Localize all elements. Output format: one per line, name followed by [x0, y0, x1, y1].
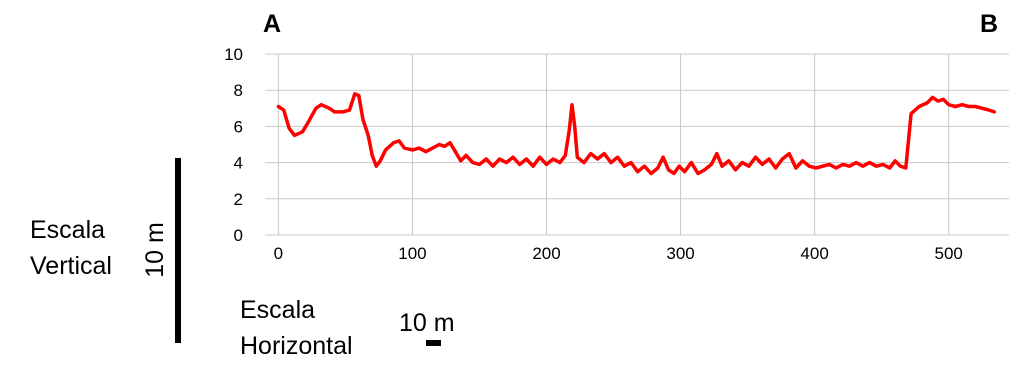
elevation-series-line — [276, 92, 997, 176]
corner-label-a: A — [263, 10, 281, 38]
x-tick-label: 400 — [800, 244, 828, 263]
horizontal-scale-label-line2: Horizontal — [240, 332, 353, 360]
vertical-scale-bar-length: 10 m — [141, 222, 169, 278]
horizontal-scale-bar-length: 10 m — [399, 309, 455, 337]
x-tick-label: 300 — [666, 244, 694, 263]
vertical-scale-label-line1: Escala — [30, 216, 105, 244]
vertical-scale-label-line2: Vertical — [30, 252, 112, 280]
y-tick-label: 2 — [234, 190, 243, 209]
corner-label-b: B — [980, 10, 998, 38]
x-tick-label: 0 — [274, 244, 283, 263]
x-tick-label: 500 — [934, 244, 962, 263]
horizontal-gridlines — [265, 53, 1009, 236]
y-tick-label: 0 — [234, 226, 243, 245]
y-tick-label: 6 — [234, 117, 243, 136]
plot-area — [265, 53, 1009, 236]
plot-background — [265, 54, 1009, 235]
y-tick-label: 8 — [234, 81, 243, 100]
y-tick-label: 10 — [224, 45, 243, 64]
horizontal-scale-label-line1: Escala — [240, 296, 315, 324]
y-tick-label: 4 — [234, 154, 243, 173]
x-tick-label: 200 — [532, 244, 560, 263]
x-axis-tick-labels: 0 100 200 300 400 500 — [274, 244, 963, 263]
x-tick-label: 100 — [398, 244, 426, 263]
y-axis-tick-labels: 0 2 4 6 8 10 — [224, 45, 243, 245]
vertical-gridlines — [277, 54, 950, 235]
